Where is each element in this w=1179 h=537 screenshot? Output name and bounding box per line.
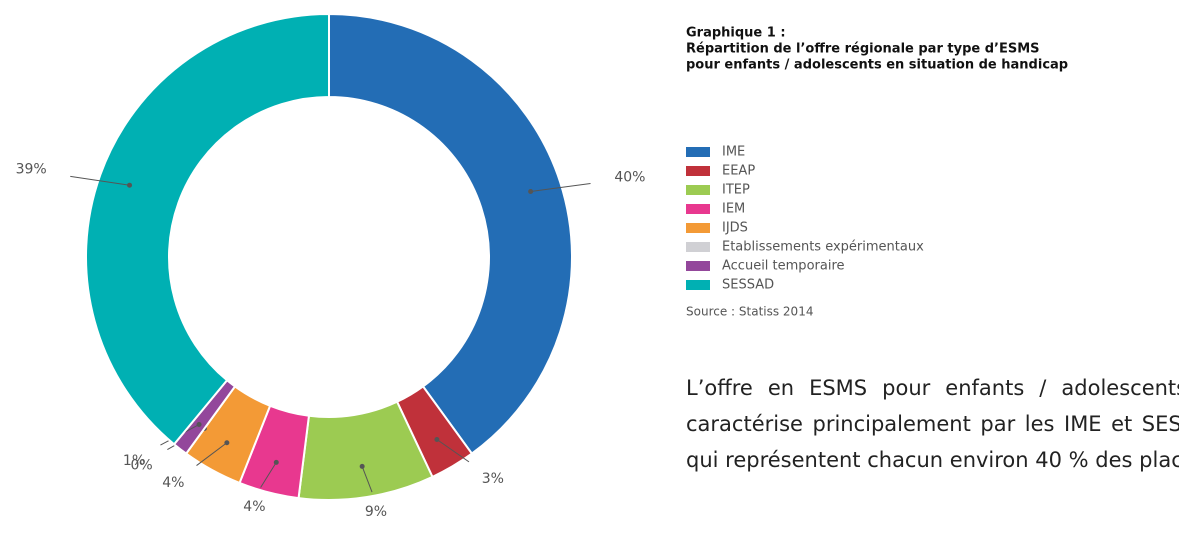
data-label: 4% [162,475,184,491]
leader-dot [528,188,534,194]
donut-segment [85,12,330,446]
legend-label: IEM [722,202,745,217]
legend-swatch [686,261,710,271]
legend-label: Accueil temporaire [722,259,845,274]
legend-label: Etablissements expérimentaux [722,240,924,255]
leader-line [70,175,130,186]
data-label: 40% [614,169,645,185]
legend-swatch [686,280,710,290]
chart-title: Graphique 1 : [686,26,786,41]
source: Source : Statiss 2014 [686,305,813,319]
legend-swatch [686,185,710,195]
data-label: 3% [482,471,504,487]
paragraph: L’offre en ESMS pour enfants / adolescen… [686,376,1179,472]
legend-label: EEAP [722,164,755,179]
leader-line [196,442,228,466]
legend-swatch [686,147,710,157]
chart-subtitle: Répartition de l’offre régionale par typ… [686,42,1040,57]
legend-label: ITEP [722,183,750,198]
legend-swatch [686,223,710,233]
leader-line [361,466,373,493]
leader-dot [224,440,230,446]
data-label: 39% [16,162,47,178]
leader-line [530,182,591,192]
donut-segment [328,12,573,455]
leader-line [260,462,277,488]
leader-dot [127,182,133,188]
legend-label: IME [722,145,745,160]
leader-dot [273,459,279,465]
legend-swatch [686,204,710,214]
data-label: 0% [130,458,152,474]
legend-label: SESSAD [722,278,774,293]
data-label: 4% [243,499,265,515]
leader-dot [434,436,440,442]
legend-label: IJDS [722,221,748,236]
data-label: 1% [123,453,145,469]
leader-line [436,439,470,463]
legend-swatch [686,242,710,252]
legend-swatch [686,166,710,176]
leader-dot [196,422,202,428]
leader-dot [359,463,365,469]
data-label: 9% [365,504,387,520]
chart-subtitle: pour enfants / adolescents en situation … [686,58,1068,73]
